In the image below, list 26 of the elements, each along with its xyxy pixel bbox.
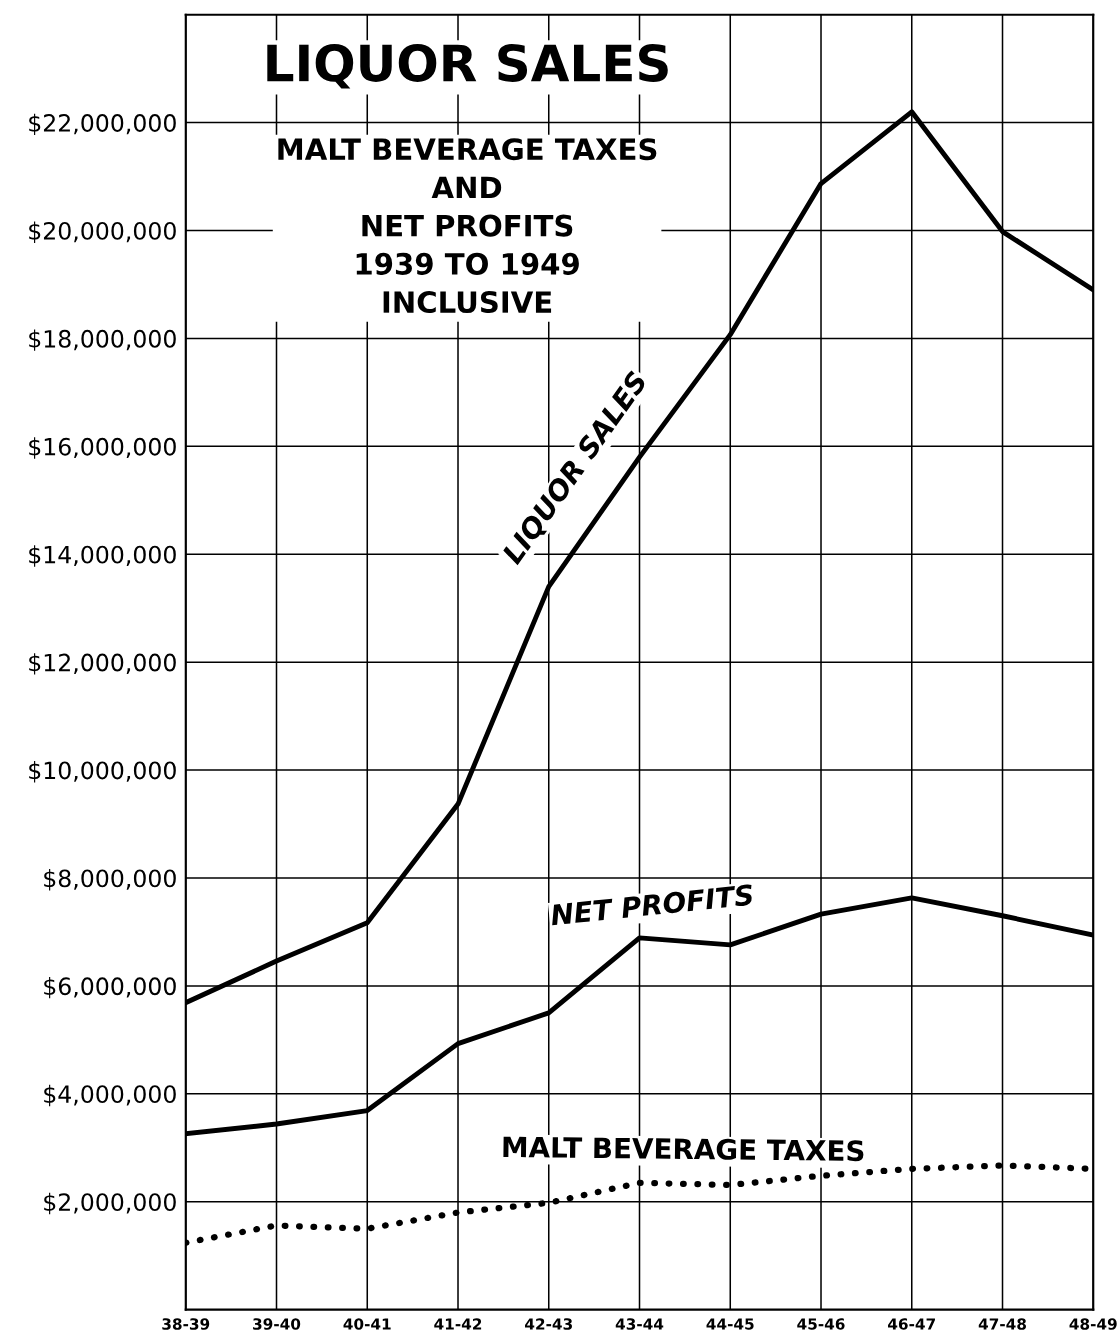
text: MALT BEVERAGE TAXES AND NET PROFITS 1939 TO 1949 INCLUSIVE — [278, 138, 657, 314]
x-tick-label: 46-47 — [888, 1318, 935, 1330]
series-label: MALT BEVERAGE TAXES — [503, 1136, 864, 1162]
y-tick-label: $2,000,000 — [44, 1192, 176, 1215]
y-tick-label: $8,000,000 — [44, 869, 176, 891]
y-tick-label: $6,000,000 — [44, 976, 176, 999]
x-tick-label: 45-46 — [797, 1318, 845, 1330]
y-tick-label: $10,000,000 — [29, 761, 176, 783]
y-tick-label: $16,000,000 — [29, 437, 176, 459]
x-tick-label: 38-39 — [162, 1318, 210, 1330]
text: NET PROFITS — [550, 883, 754, 926]
x-tick-label: 43-44 — [615, 1318, 664, 1330]
x-tick-label: 44-45 — [706, 1318, 754, 1330]
y-tick-label: $20,000,000 — [29, 221, 176, 243]
x-tick-label: 48-49 — [1069, 1318, 1117, 1330]
text: LIQUOR SALES — [267, 44, 668, 89]
y-tick-label: $14,000,000 — [29, 545, 176, 567]
y-tick-label: $22,000,000 — [29, 113, 176, 136]
x-tick-label: 41-42 — [434, 1318, 482, 1330]
x-tick-label: 40-41 — [343, 1318, 391, 1330]
x-tick-label: 42-43 — [525, 1318, 572, 1330]
x-tick-label: 47-48 — [978, 1318, 1026, 1330]
y-tick-label: $18,000,000 — [29, 329, 176, 351]
y-tick-label: $4,000,000 — [44, 1084, 176, 1107]
y-tick-label: $12,000,000 — [29, 653, 176, 675]
x-tick-label: 39-40 — [253, 1318, 301, 1330]
